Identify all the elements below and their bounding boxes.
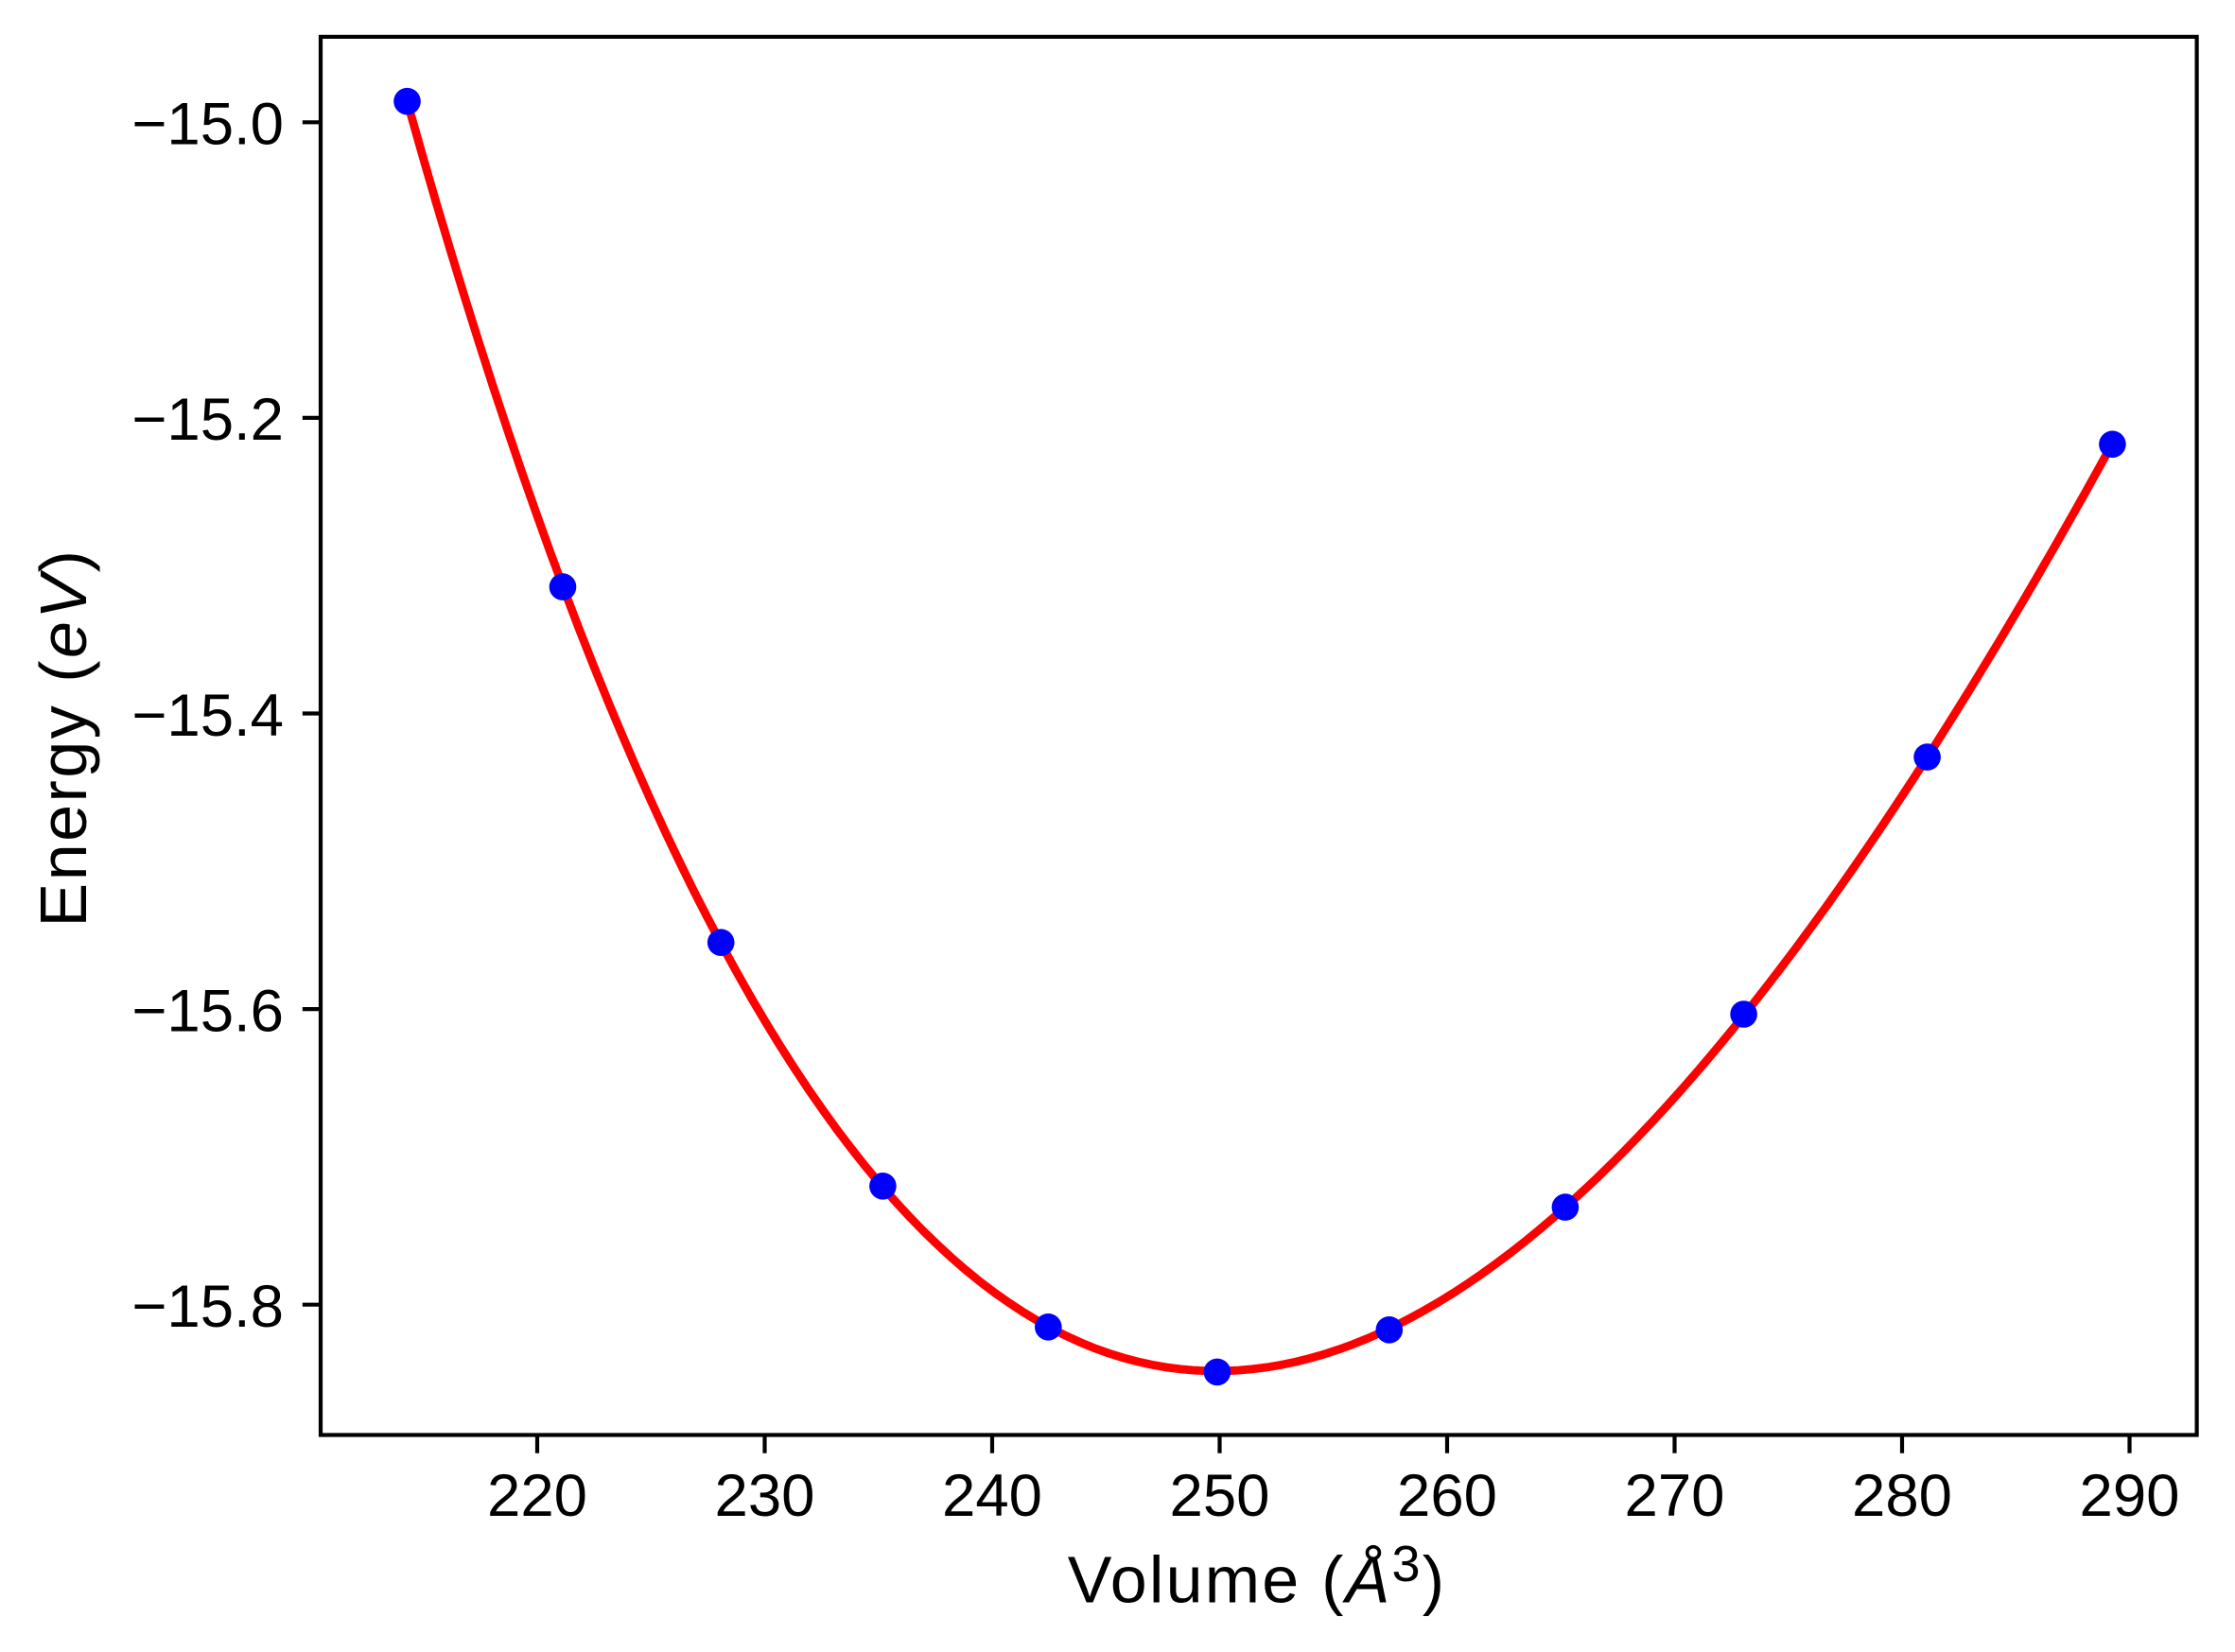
svg-text:Energy (eV): Energy (eV) [26,548,100,928]
svg-text:−15.6: −15.6 [131,978,284,1044]
svg-text:250: 250 [1170,1463,1270,1529]
svg-text:270: 270 [1625,1463,1725,1529]
svg-text:240: 240 [942,1463,1042,1529]
svg-text:−15.2: −15.2 [131,387,284,453]
svg-text:290: 290 [2080,1463,2180,1529]
svg-text:280: 280 [1852,1463,1952,1529]
svg-text:Volume (Å3): Volume (Å3) [1068,1536,1446,1616]
svg-text:260: 260 [1397,1463,1497,1529]
svg-text:220: 220 [487,1463,587,1529]
svg-text:−15.0: −15.0 [131,92,284,158]
svg-text:230: 230 [715,1463,815,1529]
svg-text:−15.8: −15.8 [131,1274,284,1340]
svg-text:−15.4: −15.4 [131,683,284,749]
